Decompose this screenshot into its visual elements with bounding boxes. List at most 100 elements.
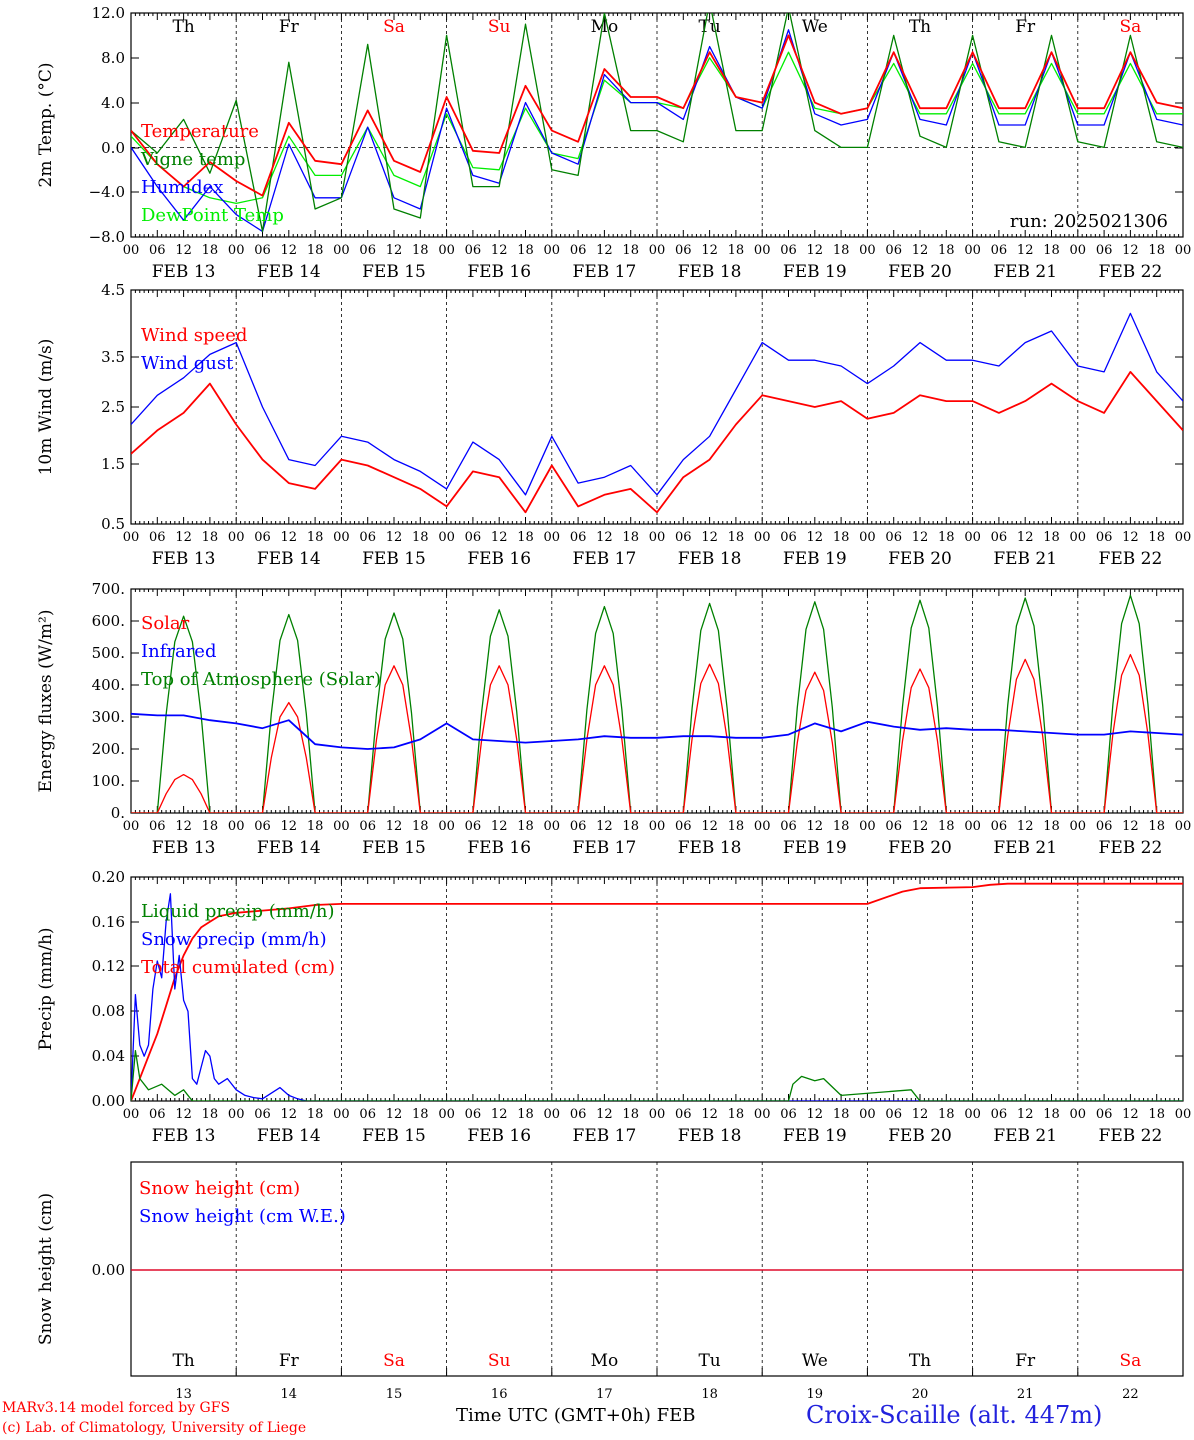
date-label: FEB 17 xyxy=(573,838,637,858)
panel-3: 00 06 12 18 00 06 12 18 00 06 12 18 00 06 12 18 00 06 12 18… xyxy=(36,580,1191,858)
panel-4: 00 06 12 18 00 06 12 18 00 06 12 18 00 06 12 18 00 06 12 18… xyxy=(36,868,1191,1146)
day-number: 20 xyxy=(912,1387,929,1402)
day-number: 22 xyxy=(1122,1387,1139,1402)
legend-entry: Infrared xyxy=(141,641,216,662)
hour-label: 00 xyxy=(544,819,561,834)
hour-label: 18 xyxy=(833,1107,850,1122)
hour-label: 12 xyxy=(175,243,192,258)
legend-entry: Solar xyxy=(141,613,190,634)
series-group xyxy=(131,594,1183,813)
hour-label: 00 xyxy=(438,1107,455,1122)
hour-label: 12 xyxy=(491,1107,508,1122)
hour-label: 18 xyxy=(1148,530,1165,545)
hour-label: 06 xyxy=(1096,243,1113,258)
hour-label: 06 xyxy=(359,1107,376,1122)
panel-1: 00 06 12 18 00 06 12 18 00 06 12 18 00 06 12 18 00 06 12 18… xyxy=(36,4,1191,282)
hour-label: 12 xyxy=(386,819,403,834)
date-label: FEB 18 xyxy=(678,262,742,282)
series-group xyxy=(131,13,1183,233)
hour-label: 00 xyxy=(1070,530,1087,545)
copyright-credit: (c) Lab. of Climatology, University of L… xyxy=(2,1420,307,1436)
hour-label: 18 xyxy=(1148,1107,1165,1122)
hour-label: 00 xyxy=(228,1107,245,1122)
hour-label: 00 xyxy=(859,1107,876,1122)
day-number: 17 xyxy=(596,1387,613,1402)
hour-label: 06 xyxy=(149,243,166,258)
date-label: FEB 20 xyxy=(888,549,952,569)
hour-label: 00 xyxy=(1175,819,1192,834)
hour-label: 12 xyxy=(912,243,929,258)
hour-label: 18 xyxy=(833,530,850,545)
hour-label: 00 xyxy=(544,530,561,545)
hour-label: 18 xyxy=(202,1107,219,1122)
date-label: FEB 21 xyxy=(993,838,1057,858)
y-axis-title: Energy fluxes (W/m²) xyxy=(36,610,56,793)
y-tick-label: 0.0 xyxy=(101,139,125,157)
hour-label: 00 xyxy=(754,243,771,258)
hour-label: 00 xyxy=(438,819,455,834)
day-name: Sa xyxy=(383,1351,405,1371)
date-label: FEB 16 xyxy=(467,262,531,282)
hour-label: 00 xyxy=(964,819,981,834)
day-number: 19 xyxy=(807,1387,824,1402)
hour-label: 12 xyxy=(596,819,613,834)
hour-label: 18 xyxy=(412,243,429,258)
hour-label: 18 xyxy=(1043,1107,1060,1122)
hour-label: 18 xyxy=(1043,819,1060,834)
y-tick-label: 700. xyxy=(92,580,125,598)
date-label: FEB 22 xyxy=(1099,838,1163,858)
hour-label: 06 xyxy=(675,1107,692,1122)
model-credit: MARv3.14 model forced by GFS xyxy=(2,1400,231,1416)
date-label: FEB 14 xyxy=(257,1126,321,1146)
series-line-wind-gust xyxy=(131,312,1183,496)
hour-label: 06 xyxy=(465,530,482,545)
hour-label: 18 xyxy=(412,1107,429,1122)
hour-label: 12 xyxy=(807,530,824,545)
hour-label: 00 xyxy=(544,243,561,258)
hour-label: 18 xyxy=(202,243,219,258)
hour-label: 00 xyxy=(649,243,666,258)
hour-label: 18 xyxy=(833,243,850,258)
date-label: FEB 18 xyxy=(678,1126,742,1146)
day-number: 13 xyxy=(175,1387,192,1402)
date-label: FEB 21 xyxy=(993,549,1057,569)
hour-label: 12 xyxy=(175,530,192,545)
day-name: Mo xyxy=(591,1351,619,1371)
date-label: FEB 19 xyxy=(783,838,847,858)
hour-label: 00 xyxy=(333,530,350,545)
day-number: 18 xyxy=(701,1387,718,1402)
hour-label: 12 xyxy=(1017,819,1034,834)
hour-label: 00 xyxy=(123,819,140,834)
hour-label: 06 xyxy=(254,1107,271,1122)
hour-label: 06 xyxy=(570,243,587,258)
hour-label: 06 xyxy=(254,819,271,834)
date-label: FEB 14 xyxy=(257,838,321,858)
hour-label: 12 xyxy=(596,530,613,545)
hour-label: 18 xyxy=(622,530,639,545)
hour-label: 00 xyxy=(649,1107,666,1122)
y-tick-label: 0. xyxy=(111,804,125,822)
hour-label: 18 xyxy=(1148,243,1165,258)
hour-label: 00 xyxy=(859,819,876,834)
legend-entry: DewPoint Temp xyxy=(141,205,284,226)
date-label: FEB 20 xyxy=(888,838,952,858)
y-tick-label: 400. xyxy=(92,676,125,694)
series-line-top-of-atmosphere-solar- xyxy=(131,594,1183,813)
y-tick-label: 12.0 xyxy=(92,4,125,22)
hour-label: 12 xyxy=(1017,243,1034,258)
legend-entry: Temperature xyxy=(141,121,259,142)
date-label: FEB 16 xyxy=(467,838,531,858)
y-tick-label: −4.0 xyxy=(89,183,125,201)
hour-label: 00 xyxy=(649,530,666,545)
date-label: FEB 15 xyxy=(362,1126,426,1146)
hour-label: 00 xyxy=(649,819,666,834)
hour-label: 12 xyxy=(281,243,298,258)
hour-label: 06 xyxy=(254,243,271,258)
y-tick-label: 4.5 xyxy=(101,281,125,299)
hour-label: 00 xyxy=(859,243,876,258)
day-name: Fr xyxy=(279,1351,300,1371)
hour-label: 00 xyxy=(228,530,245,545)
hour-label: 18 xyxy=(307,819,324,834)
y-tick-label: 0.20 xyxy=(92,868,125,886)
